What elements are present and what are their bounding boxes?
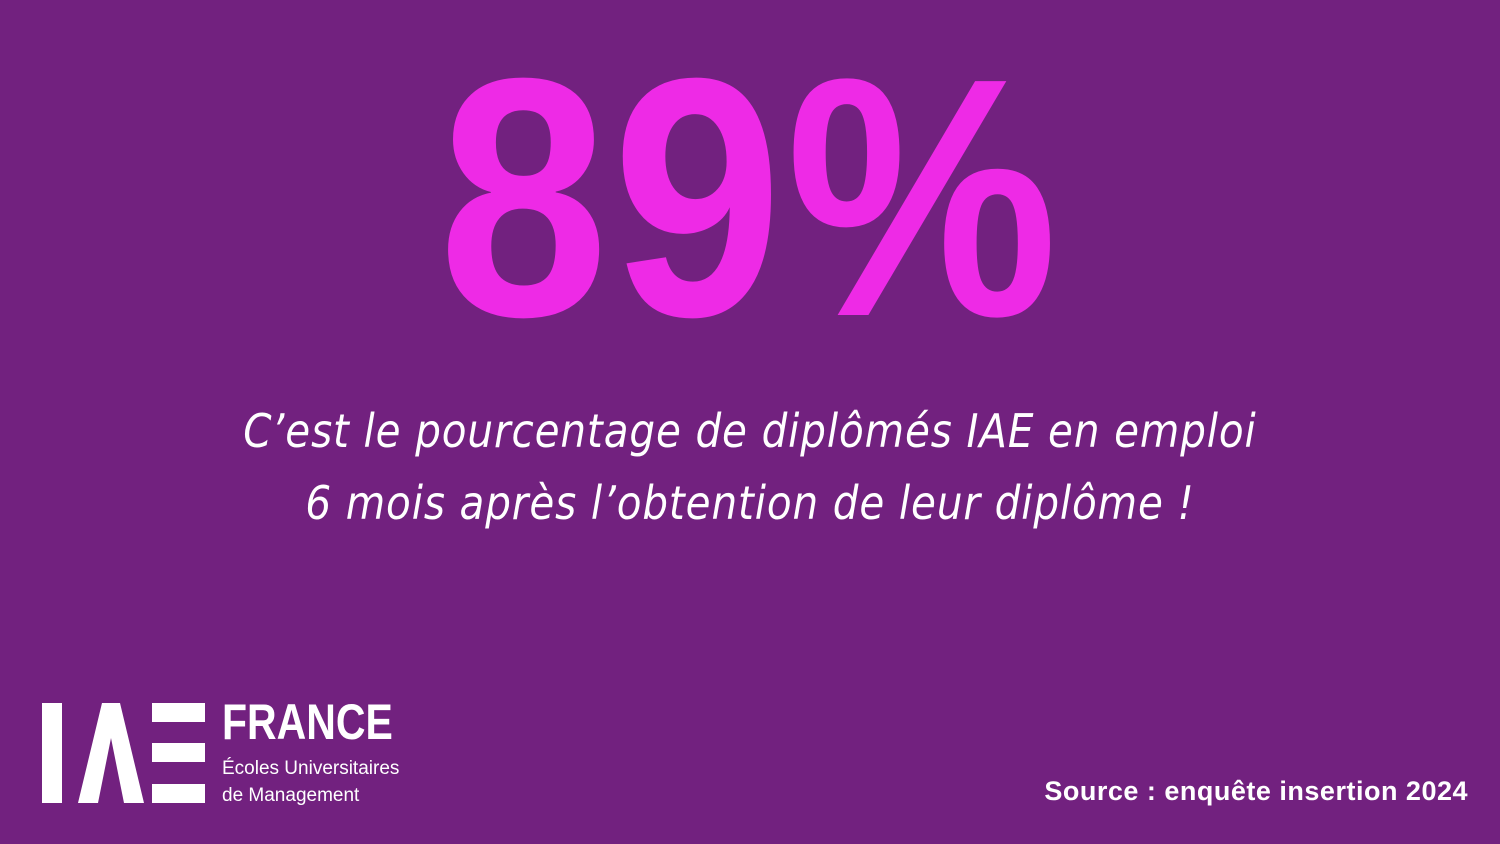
logo-name: FRANCE	[222, 694, 393, 750]
logo-bar	[152, 784, 205, 803]
logo-bar	[152, 703, 205, 722]
logo-bar	[152, 743, 205, 762]
source: Source : enquête insertion 2024	[1044, 776, 1468, 806]
logo-lambda	[78, 703, 144, 803]
logo-tagline: Écoles Universitaires	[222, 758, 400, 779]
logo-bar	[42, 703, 62, 803]
logo-mark	[42, 703, 205, 803]
headline-line: C’est le pourcentage de diplômés IAE en …	[243, 404, 1257, 458]
headline-figure: 89%	[438, 8, 1062, 388]
logo-tagline: de Management	[222, 785, 360, 806]
headline-line: 6 mois après l’obtention de leur diplôme…	[305, 476, 1195, 530]
